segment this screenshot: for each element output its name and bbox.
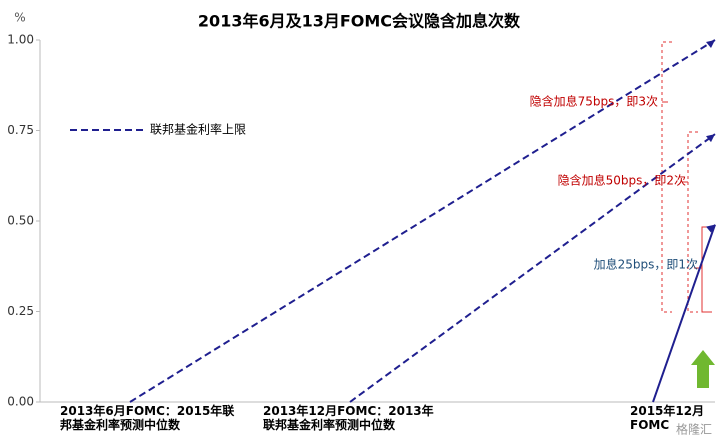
annotation: 隐含加息75bps，即3次 <box>530 94 658 109</box>
series-line <box>349 133 716 403</box>
y-tick-label: 0.00 <box>7 395 34 409</box>
arrow-head <box>706 40 715 48</box>
y-tick-label: 0.50 <box>7 214 34 228</box>
arrow-icon <box>691 350 715 388</box>
series-line <box>129 39 716 403</box>
annotation: 隐含加息50bps，即2次 <box>558 173 686 188</box>
x-tick-label: 2013年12月FOMC：2013年联邦基金利率预测中位数 <box>263 404 434 432</box>
y-tick-label: 0.75 <box>7 123 34 137</box>
legend-label: 联邦基金利率上限 <box>150 122 246 137</box>
watermark: 格隆汇 <box>676 422 712 437</box>
arrow-head <box>706 134 715 143</box>
y-tick-label: 0.25 <box>7 304 34 318</box>
annotation: 加息25bps，即1次 <box>594 257 698 272</box>
chart-title: 2013年6月及13月FOMC会议隐含加息次数 <box>198 12 521 31</box>
x-tick-label: 2013年6月FOMC：2015年联邦基金利率预测中位数 <box>60 404 235 432</box>
y-axis-label: % <box>14 11 25 25</box>
y-tick-label: 1.00 <box>7 33 34 47</box>
arrow-head <box>706 224 715 233</box>
series-line <box>652 224 716 403</box>
x-tick-label: 2015年12月FOMC <box>630 404 705 432</box>
